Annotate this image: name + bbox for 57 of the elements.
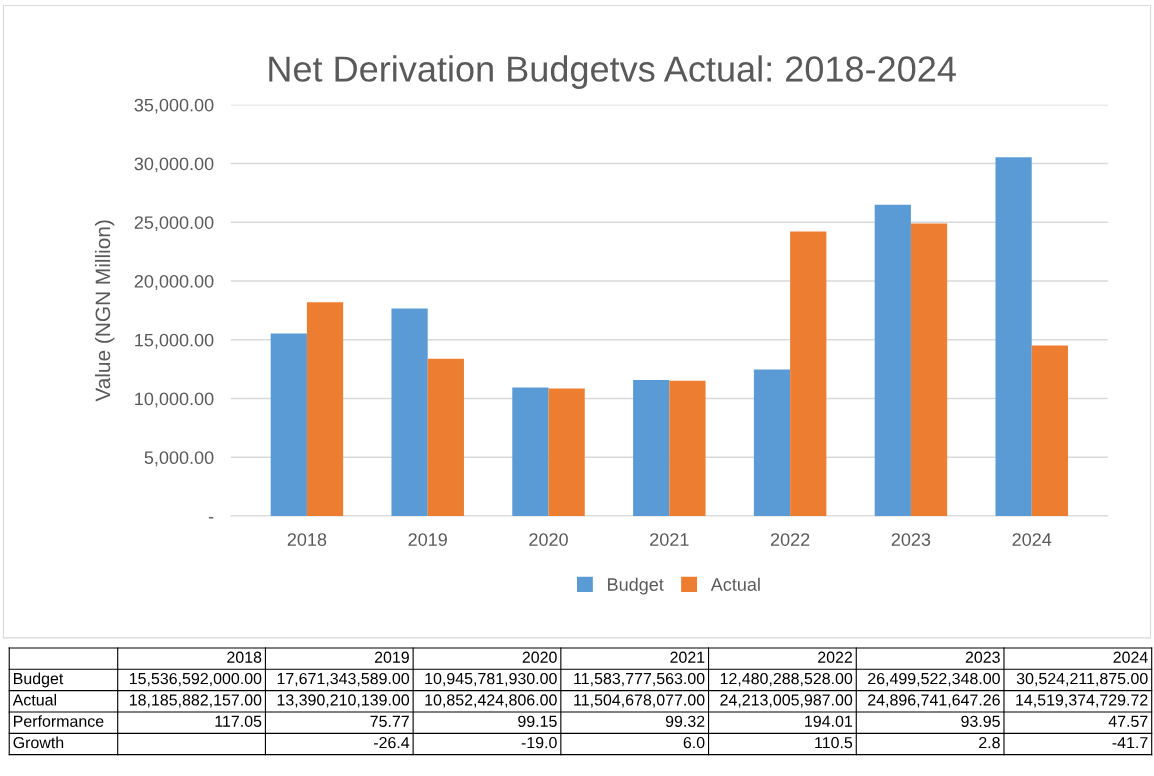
text: 12,480,288,528.00	[720, 672, 853, 687]
text: 194.01	[805, 715, 853, 727]
text: 24,896,741,647.26	[868, 694, 1000, 708]
text: -41.7	[1112, 737, 1148, 749]
y-tick-label: -	[208, 517, 214, 519]
category-label: 2023	[965, 651, 1000, 663]
text: 47.57	[1108, 715, 1148, 727]
text: 15,536,592,000.00	[129, 672, 262, 687]
category-label: 2022	[818, 651, 853, 663]
x-tick-label: 2020	[529, 533, 568, 546]
text: 11,504,678,077.00	[574, 694, 705, 708]
text: 10,945,781,930.00	[425, 672, 557, 687]
category-label: 2024	[1113, 651, 1148, 663]
text: 6.0	[683, 736, 705, 749]
text: -26.4	[373, 736, 410, 749]
text: 93.95	[961, 715, 1000, 727]
text: 14,519,374,729.72	[1016, 694, 1148, 708]
category-label: 2019	[374, 651, 409, 663]
text: Growth	[13, 736, 64, 749]
text: Actual	[12, 693, 57, 706]
text: 26,499,522,348.00	[868, 672, 1000, 687]
y-tick-label: 5,000.00	[144, 451, 214, 467]
text: -19.0	[521, 736, 557, 749]
y-axis-title: Value (NGN Million)	[94, 220, 115, 402]
text: 117.05	[215, 715, 262, 727]
y-tick-label: 10,000.00	[135, 392, 214, 408]
x-tick-label: 2024	[1012, 533, 1052, 546]
legend-label: Actual	[710, 577, 760, 591]
text: 99.32	[665, 715, 705, 727]
y-tick-label: 15,000.00	[135, 333, 214, 349]
category-label: 2020	[522, 651, 557, 663]
text: 13,390,210,139.00	[277, 694, 410, 708]
text: Budget	[14, 672, 64, 688]
category-label: 2018	[227, 651, 262, 663]
y-tick-label: 20,000.00	[134, 274, 214, 290]
text: 18,185,882,157.00	[129, 694, 262, 708]
x-tick-label: 2023	[891, 533, 931, 546]
category-label: 2021	[670, 651, 705, 663]
x-tick-label: 2019	[408, 533, 447, 546]
y-tick-label: 30,000.00	[134, 157, 214, 173]
x-tick-label: 2021	[650, 533, 689, 546]
y-tick-label: 25,000.00	[134, 216, 214, 232]
chart-title: Net Derivation Budgetvs Actual: 2018-2024	[269, 55, 956, 89]
text: 10,852,424,806.00	[425, 694, 557, 708]
text: 75.77	[370, 715, 409, 727]
text: Performance	[14, 715, 104, 727]
text: 2.8	[979, 736, 1000, 749]
text: 11,583,777,563.00	[574, 672, 705, 687]
text: 24,213,005,987.00	[720, 694, 853, 708]
x-tick-label: 2018	[287, 533, 327, 546]
y-tick-label: 35,000.00	[134, 98, 214, 114]
text: 99.15	[518, 715, 557, 727]
x-tick-label: 2022	[770, 533, 810, 546]
text: 17,671,343,589.00	[277, 672, 410, 687]
text: 110.5	[815, 736, 853, 749]
legend-label: Budget	[608, 577, 664, 595]
text: 30,524,211,875.00	[1016, 672, 1148, 687]
